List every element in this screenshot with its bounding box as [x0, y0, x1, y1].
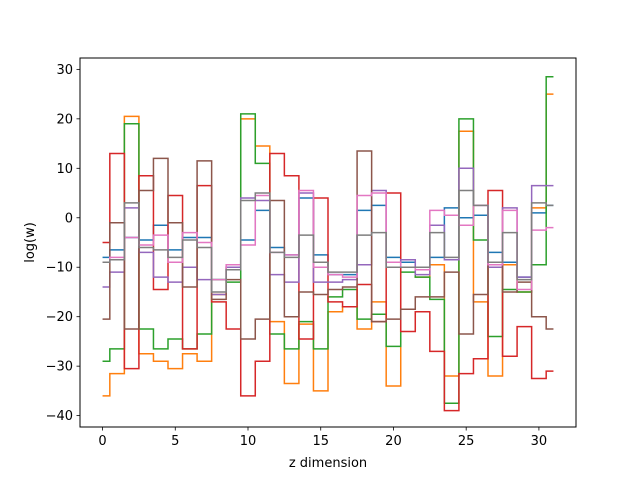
x-tick-label: 25 — [458, 434, 475, 449]
y-tick-label: 10 — [56, 162, 73, 177]
series-layer — [102, 76, 554, 412]
series-line-6 — [102, 150, 554, 340]
y-tick-label: −30 — [46, 360, 73, 375]
y-tick-label: −20 — [46, 310, 73, 325]
series-line-3 — [102, 76, 554, 405]
series-line-4 — [102, 152, 554, 412]
y-tick-label: 20 — [56, 112, 73, 127]
x-axis-label: z dimension — [289, 456, 367, 471]
x-tick-label: 0 — [98, 434, 106, 449]
x-tick-label: 5 — [171, 434, 179, 449]
y-tick-label: −40 — [46, 409, 73, 424]
y-tick-label: −10 — [46, 261, 73, 276]
y-axis-label: log(w) — [23, 222, 38, 263]
x-axis: 0 5 10 15 20 25 30 — [98, 427, 547, 449]
x-tick-label: 15 — [312, 434, 329, 449]
x-tick-label: 10 — [240, 434, 257, 449]
y-tick-label: 0 — [65, 211, 73, 226]
series-line-2 — [102, 93, 554, 397]
series-line-8 — [102, 189, 554, 293]
x-tick-label: 30 — [531, 434, 548, 449]
y-axis: −40 −30 −20 −10 0 10 20 30 — [46, 63, 80, 424]
y-tick-label: 30 — [56, 63, 73, 78]
x-tick-label: 20 — [385, 434, 402, 449]
plot-frame — [79, 57, 577, 428]
